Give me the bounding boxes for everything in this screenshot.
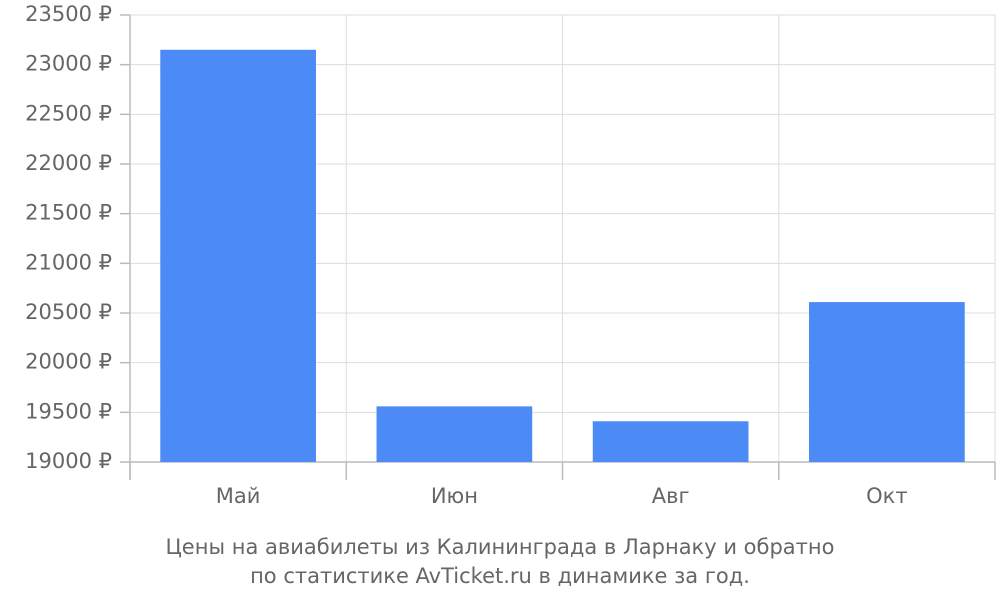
y-tick-label: 22500 ₽ [25, 101, 112, 125]
caption-line: по статистике AvTicket.ru в динамике за … [250, 564, 750, 588]
x-tick-label: Авг [652, 484, 690, 508]
x-tick-label: Июн [431, 484, 478, 508]
bar [376, 406, 533, 462]
y-tick-label: 19000 ₽ [25, 449, 112, 473]
y-tick-label: 20500 ₽ [25, 300, 112, 324]
bar [809, 302, 965, 462]
bar [160, 49, 316, 463]
y-tick-label: 21500 ₽ [25, 201, 112, 225]
y-tick-label: 22000 ₽ [25, 151, 112, 175]
y-tick-label: 20000 ₽ [25, 350, 112, 374]
y-tick-label: 23000 ₽ [25, 52, 112, 76]
caption-line: Цены на авиабилеты из Калининграда в Лар… [166, 535, 835, 559]
y-tick-label: 19500 ₽ [25, 399, 112, 423]
x-tick-label: Май [216, 484, 261, 508]
bar [592, 421, 749, 462]
x-tick-label: Окт [866, 484, 907, 508]
y-tick-label: 23500 ₽ [25, 2, 112, 26]
y-tick-label: 21000 ₽ [25, 250, 112, 274]
